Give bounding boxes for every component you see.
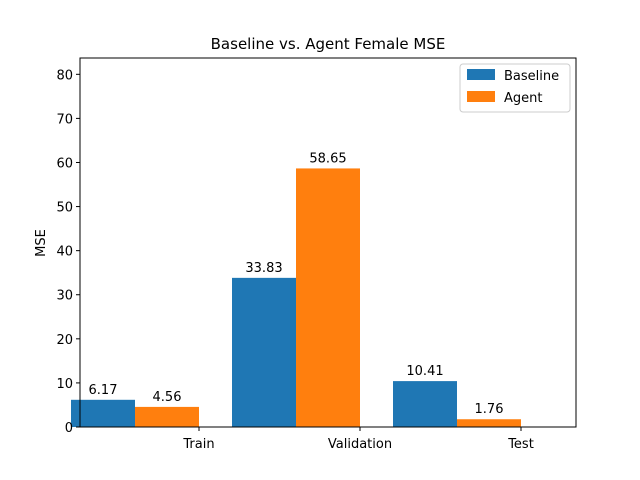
y-tick-label: 80 (56, 68, 73, 83)
chart-title: Baseline vs. Agent Female MSE (211, 35, 446, 53)
legend-swatch-agent (467, 91, 495, 102)
y-tick-label: 20 (56, 333, 73, 348)
y-tick-label: 60 (56, 156, 73, 171)
y-axis-label: MSE (34, 229, 49, 257)
data-label: 58.65 (309, 151, 346, 166)
bar-baseline-validation (232, 277, 296, 427)
x-tick-label: Test (507, 437, 534, 452)
bar-agent-test (457, 419, 521, 427)
y-tick-label: 10 (56, 377, 73, 392)
data-label: 33.83 (245, 261, 282, 276)
y-tick-label: 30 (56, 289, 73, 304)
bar-baseline-train (71, 399, 135, 427)
legend-swatch-baseline (467, 69, 495, 80)
data-label: 6.17 (89, 383, 118, 398)
x-tick-label: Train (182, 437, 214, 452)
legend-label-agent: Agent (504, 91, 542, 106)
y-tick-label: 50 (56, 201, 73, 216)
x-tick-label: Validation (328, 437, 392, 452)
plot-area: 6.17 33.83 10.41 4.56 58.65 1.76 0 10 20 30 40 50 60… (56, 68, 533, 452)
y-tick-label: 0 (65, 421, 73, 436)
data-label: 4.56 (153, 390, 182, 405)
bar-baseline-test (393, 381, 457, 427)
bar-agent-validation (296, 168, 360, 427)
y-tick-label: 40 (56, 245, 73, 260)
bar-agent-train (135, 406, 199, 427)
data-label: 10.41 (406, 364, 443, 379)
data-label: 1.76 (475, 402, 504, 417)
legend-label-baseline: Baseline (504, 69, 559, 84)
y-tick-label: 70 (56, 112, 73, 127)
plot-frame (79, 57, 577, 428)
legend: Baseline Agent (459, 63, 571, 113)
